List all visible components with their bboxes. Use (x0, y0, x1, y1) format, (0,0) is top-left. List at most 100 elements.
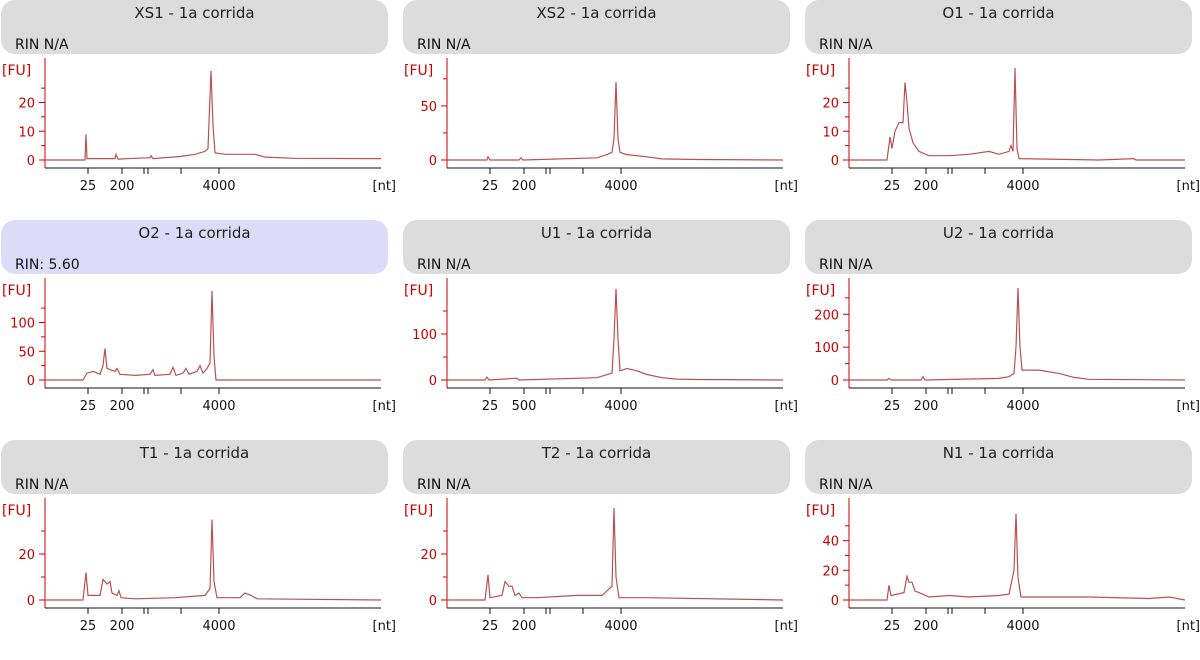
chart-title: XS2 - 1a corrida (536, 4, 657, 22)
chart-title: O1 - 1a corrida (942, 4, 1055, 22)
x-axis-label: [nt] (775, 619, 798, 634)
x-tick-label: 25 (884, 399, 901, 414)
electropherogram-trace (849, 513, 1186, 601)
electropherogram-trace (447, 82, 784, 161)
y-tick-label: 20 (18, 548, 35, 563)
chart-panel: XS1 - 1a corrida RIN N/A [FU] 0 10 20 25 200 400… (0, 0, 396, 220)
y-tick-label: 0 (27, 594, 35, 609)
rin-label: RIN: 5.60 (15, 257, 80, 273)
chart-header: XS1 - 1a corrida RIN N/A (1, 0, 388, 54)
plot-area: [FU] 0 10 20 25 200 4000 [nt] (2, 58, 396, 194)
x-tick-label: 200 (512, 179, 537, 194)
rin-label: RIN N/A (417, 477, 471, 493)
x-axis-label: [nt] (373, 399, 396, 414)
x-tick-label: 500 (512, 399, 537, 414)
y-tick-label: 0 (831, 594, 839, 609)
y-tick-label: 10 (18, 125, 35, 140)
chart-header: N1 - 1a corrida RIN N/A (805, 440, 1192, 494)
plot-area: [FU] 0 20 25 200 4000 [nt] (2, 498, 396, 634)
plot-area: [FU] 0 50 100 25 200 4000 [nt] (2, 278, 396, 414)
x-axis-label: [nt] (775, 399, 798, 414)
y-axis-label: [FU] (2, 283, 31, 299)
y-tick-label: 0 (429, 154, 437, 169)
y-tick-label: 20 (822, 97, 839, 112)
electropherogram-trace (447, 288, 784, 381)
electropherogram-trace (849, 287, 1186, 381)
y-tick-label: 0 (831, 374, 839, 389)
chart-title: T2 - 1a corrida (541, 444, 652, 462)
y-tick-label: 20 (18, 97, 35, 112)
x-axis-label: [nt] (373, 619, 396, 634)
chart-panel: T1 - 1a corrida RIN N/A [FU] 0 20 25 200 4000 [n… (0, 440, 396, 660)
x-tick-label: 200 (914, 179, 939, 194)
x-tick-label: 4000 (1006, 399, 1039, 414)
x-tick-label: 200 (110, 619, 135, 634)
plot-area: [FU] 0 100 200 25 200 4000 [nt] (806, 278, 1200, 414)
chart-title: U2 - 1a corrida (942, 224, 1055, 242)
y-axis-label: [FU] (806, 283, 835, 299)
x-tick-label: 4000 (604, 619, 637, 634)
x-tick-label: 25 (80, 619, 97, 634)
x-tick-label: 4000 (202, 619, 235, 634)
y-tick-label: 0 (429, 374, 437, 389)
y-tick-label: 50 (18, 345, 35, 360)
y-tick-label: 20 (420, 548, 437, 563)
rin-label: RIN N/A (417, 257, 471, 273)
y-tick-label: 0 (27, 154, 35, 169)
x-tick-label: 4000 (604, 179, 637, 194)
chart-header: O1 - 1a corrida RIN N/A (805, 0, 1192, 54)
chart-panel: N1 - 1a corrida RIN N/A [FU] 0 20 40 25 200 4000… (804, 440, 1200, 660)
electropherogram-trace (45, 519, 382, 601)
x-tick-label: 200 (110, 399, 135, 414)
electropherogram-trace (447, 507, 784, 601)
y-tick-label: 0 (27, 374, 35, 389)
y-tick-label: 100 (10, 317, 35, 332)
x-axis-label: [nt] (1177, 399, 1200, 414)
rin-label: RIN N/A (819, 477, 873, 493)
x-tick-label: 4000 (1006, 619, 1039, 634)
rin-label: RIN N/A (15, 37, 69, 53)
x-tick-label: 4000 (1006, 179, 1039, 194)
chart-title: T1 - 1a corrida (139, 444, 250, 462)
y-axis-label: [FU] (404, 63, 433, 79)
rin-label: RIN N/A (15, 477, 69, 493)
chart-header: U2 - 1a corrida RIN N/A (805, 220, 1192, 274)
chart-title: U1 - 1a corrida (540, 224, 653, 242)
chart-panel: T2 - 1a corrida RIN N/A [FU] 0 20 25 200 4000 [n… (402, 440, 798, 660)
chart-header: XS2 - 1a corrida RIN N/A (403, 0, 790, 54)
x-tick-label: 4000 (604, 399, 637, 414)
x-tick-label: 25 (482, 399, 499, 414)
plot-area: [FU] 0 50 25 200 4000 [nt] (404, 58, 798, 194)
chart-header: O2 - 1a corrida RIN: 5.60 (1, 220, 388, 274)
chart-header: U1 - 1a corrida RIN N/A (403, 220, 790, 274)
plot-area: [FU] 0 10 20 25 200 4000 [nt] (806, 58, 1200, 194)
x-tick-label: 25 (80, 399, 97, 414)
plot-area: [FU] 0 20 25 200 4000 [nt] (404, 498, 798, 634)
y-tick-label: 0 (831, 154, 839, 169)
plot-area: [FU] 0 20 40 25 200 4000 [nt] (806, 498, 1200, 634)
rin-label: RIN N/A (417, 37, 471, 53)
chart-panel: U1 - 1a corrida RIN N/A [FU] 0 100 25 500 4000[… (402, 220, 798, 440)
chart-panel: XS2 - 1a corrida RIN N/A [FU] 0 50 25 200 4000[… (402, 0, 798, 220)
x-tick-label: 25 (482, 179, 499, 194)
chart-header: T2 - 1a corrida RIN N/A (403, 440, 790, 494)
x-tick-label: 200 (512, 619, 537, 634)
x-tick-label: 200 (914, 619, 939, 634)
x-axis-label: [nt] (1177, 619, 1200, 634)
y-tick-label: 20 (822, 564, 839, 579)
y-tick-label: 200 (814, 308, 839, 323)
x-axis-label: [nt] (373, 179, 396, 194)
x-tick-label: 4000 (202, 179, 235, 194)
x-tick-label: 25 (884, 179, 901, 194)
chart-panel: O2 - 1a corrida RIN: 5.60 [FU] 0 50 100 25 200 4… (0, 220, 396, 440)
electropherogram-grid: XS1 - 1a corrida RIN N/A [FU] 0 10 20 25 200 400… (0, 0, 1200, 634)
y-tick-label: 40 (822, 535, 839, 550)
x-tick-label: 200 (914, 399, 939, 414)
chart-panel: O1 - 1a corrida RIN N/A [FU] 0 10 20 25 200 4000… (804, 0, 1200, 220)
x-axis-label: [nt] (1177, 179, 1200, 194)
y-axis-label: [FU] (806, 503, 835, 519)
rin-label: RIN N/A (819, 257, 873, 273)
rin-label: RIN N/A (819, 37, 873, 53)
y-tick-label: 0 (429, 594, 437, 609)
electropherogram-trace (45, 290, 381, 381)
